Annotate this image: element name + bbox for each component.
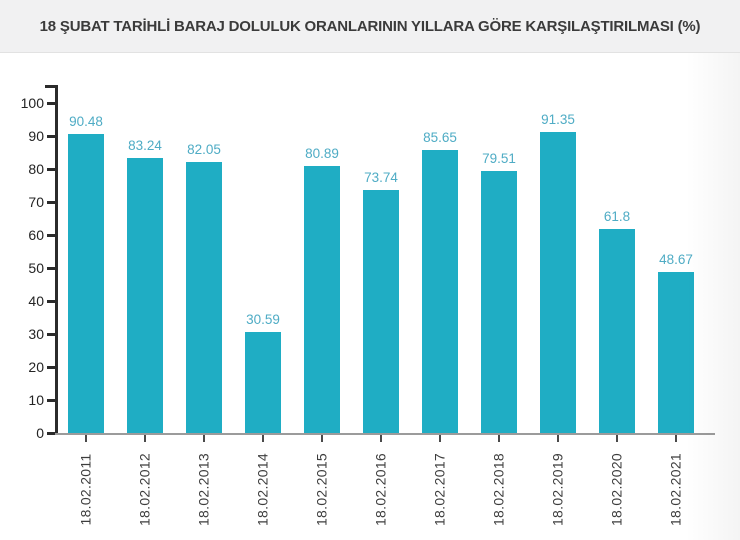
x-axis-tick-label: 18.02.2020	[608, 452, 625, 527]
bar-value-label: 79.51	[482, 151, 516, 166]
y-axis-tick	[47, 234, 55, 237]
y-axis-tick	[47, 135, 55, 138]
x-axis-tick-label: 18.02.2012	[136, 452, 153, 527]
x-axis-tick-label: 18.02.2021	[667, 452, 684, 527]
y-axis-tick-label: 50	[28, 260, 44, 276]
x-axis-tick	[321, 435, 323, 442]
bar-value-label: 82.05	[187, 142, 221, 157]
x-axis-tick-label: 18.02.2015	[313, 452, 330, 527]
x-axis-tick	[262, 435, 264, 442]
bar-value-label: 91.35	[541, 112, 575, 127]
y-axis-line	[55, 85, 58, 435]
y-axis-tick	[47, 102, 55, 105]
x-axis-tick-label: 18.02.2014	[254, 452, 271, 527]
x-axis-tick	[616, 435, 618, 442]
bar-value-label: 85.65	[423, 130, 457, 145]
bar[interactable]	[363, 190, 399, 433]
y-axis-tick-label: 10	[28, 392, 44, 408]
x-axis-tick	[439, 435, 441, 442]
y-axis-tick-label: 60	[28, 227, 44, 243]
x-axis-tick-label: 18.02.2019	[549, 452, 566, 527]
bar[interactable]	[658, 272, 694, 433]
x-axis-tick	[144, 435, 146, 442]
y-axis-tick	[47, 300, 55, 303]
bar-value-label: 80.89	[305, 146, 339, 161]
y-axis-tick	[47, 168, 55, 171]
y-axis-tick	[47, 201, 55, 204]
x-axis-tick-label: 18.02.2016	[372, 452, 389, 527]
y-axis-tick	[47, 333, 55, 336]
y-axis-tick-label: 100	[20, 95, 44, 111]
x-axis-tick-label: 18.02.2013	[195, 452, 212, 527]
chart-header: 18 ŞUBAT TARİHLİ BARAJ DOLULUK ORANLARIN…	[0, 0, 740, 53]
x-axis-line	[55, 433, 715, 435]
x-axis-tick	[380, 435, 382, 442]
x-axis-tick-label: 18.02.2018	[490, 452, 507, 527]
y-axis-tick-label: 40	[28, 293, 44, 309]
bar-chart-plot-area: 0 10 20 30 40 50 60 70 80 90 100 90.48 18.02.2011 83.…	[0, 53, 740, 540]
y-axis-tick-label: 80	[28, 161, 44, 177]
x-axis-tick	[498, 435, 500, 442]
x-axis-tick	[85, 435, 87, 442]
y-axis-tick-label: 90	[28, 128, 44, 144]
bar[interactable]	[481, 171, 517, 433]
x-axis-tick	[203, 435, 205, 442]
bar[interactable]	[422, 150, 458, 433]
bar[interactable]	[304, 166, 340, 433]
bar-value-label: 73.74	[364, 170, 398, 185]
x-axis-tick-label: 18.02.2017	[431, 452, 448, 527]
y-axis-end-cap	[45, 85, 58, 88]
bar-value-label: 83.24	[128, 138, 162, 153]
y-axis-tick-label: 0	[36, 425, 44, 441]
bar-value-label: 30.59	[246, 312, 280, 327]
y-axis-tick-label: 30	[28, 326, 44, 342]
y-axis-tick-label: 20	[28, 359, 44, 375]
y-axis-tick	[47, 267, 55, 270]
y-axis-tick	[47, 432, 55, 435]
y-axis-tick-label: 70	[28, 194, 44, 210]
bar-value-label: 48.67	[659, 252, 693, 267]
bar[interactable]	[127, 158, 163, 433]
bar[interactable]	[68, 134, 104, 433]
x-axis-tick-label: 18.02.2011	[77, 453, 94, 526]
bar[interactable]	[540, 132, 576, 433]
y-axis-tick	[47, 366, 55, 369]
x-axis-tick	[557, 435, 559, 442]
y-axis-tick	[47, 399, 55, 402]
bar-value-label: 61.8	[603, 209, 631, 224]
x-axis-tick	[675, 435, 677, 442]
chart-title: 18 ŞUBAT TARİHLİ BARAJ DOLULUK ORANLARIN…	[39, 17, 701, 35]
bar[interactable]	[186, 162, 222, 433]
bar[interactable]	[245, 332, 281, 433]
bar[interactable]	[599, 229, 635, 433]
bar-value-label: 90.48	[69, 114, 103, 129]
